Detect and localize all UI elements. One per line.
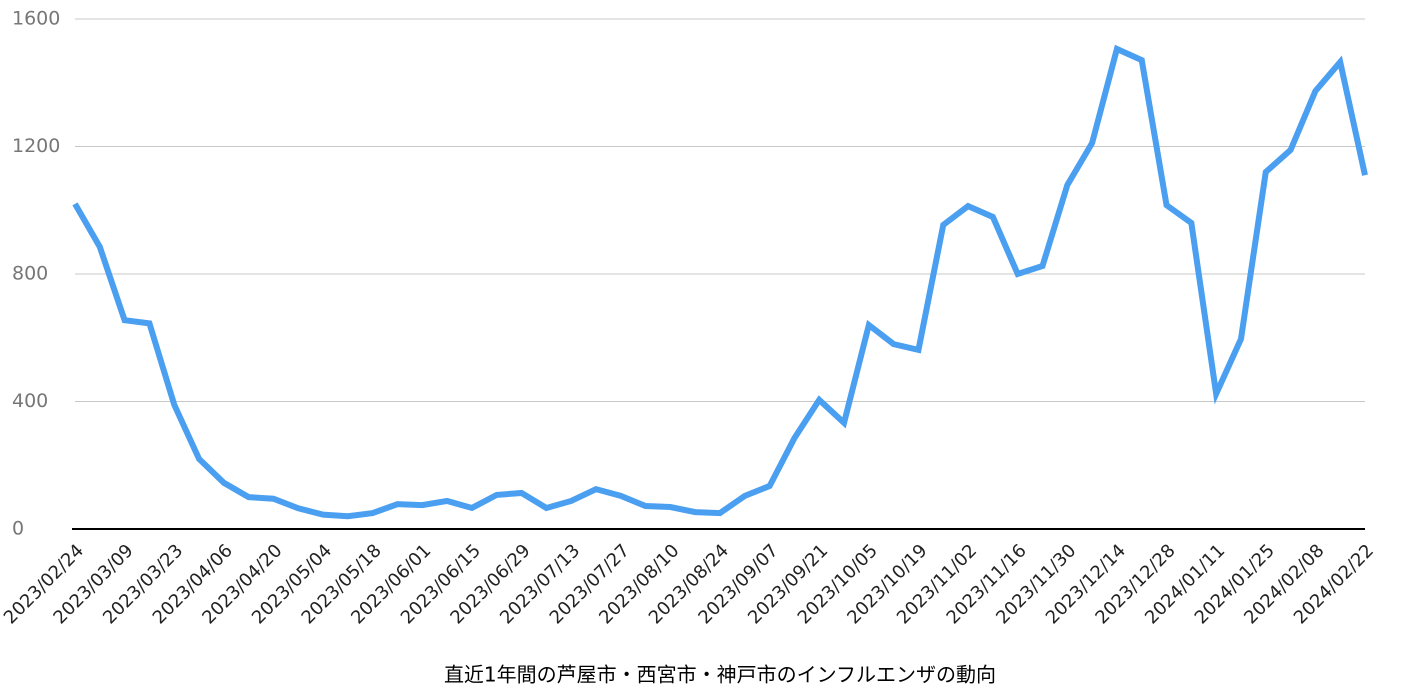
y-tick-label: 1600 [12, 8, 60, 30]
chart-title: 直近1年間の芦屋市・西宮市・神戸市のインフルエンザの動向 [444, 663, 996, 687]
y-tick-label: 0 [12, 518, 24, 540]
y-tick-label: 800 [12, 263, 48, 285]
line [72, 44, 1368, 520]
y-tick-label: 400 [12, 390, 48, 412]
y-tick-label: 1200 [12, 135, 60, 157]
